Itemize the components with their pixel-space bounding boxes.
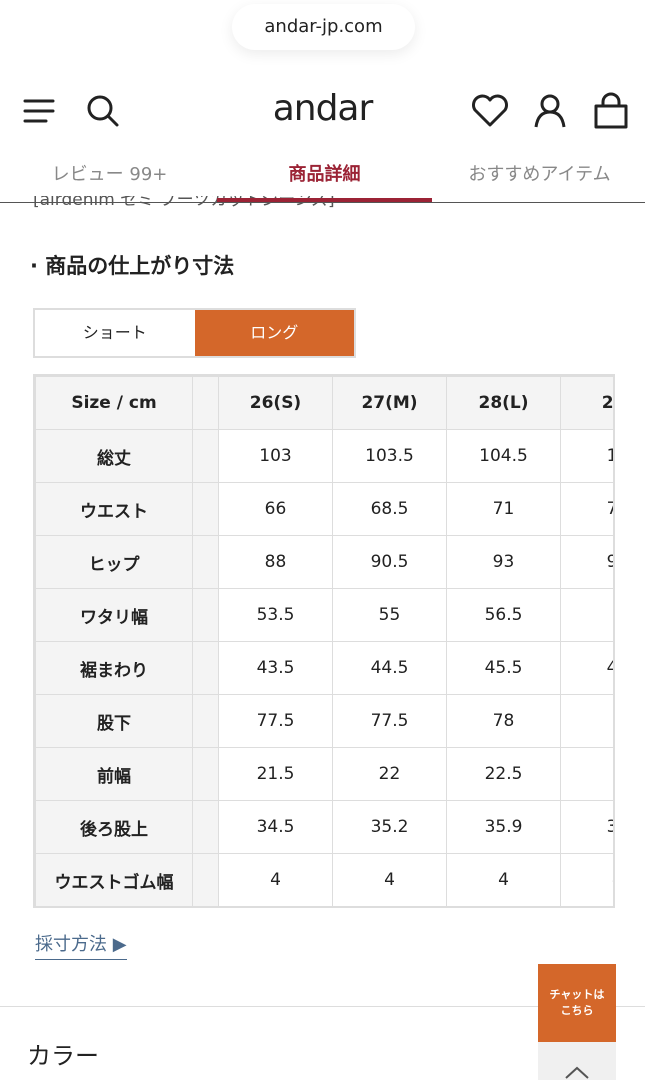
cell: 45.5 xyxy=(446,641,561,695)
cell: 103 xyxy=(218,429,333,483)
tab[interactable]: レビュー 99+ xyxy=(51,164,168,185)
cell: 34.5 xyxy=(218,800,333,854)
chat-text: こちら xyxy=(560,1004,594,1017)
cell: 35.9 xyxy=(446,800,561,854)
header-cell: 後ろ股上 xyxy=(35,800,193,854)
separator-cell xyxy=(192,853,219,906)
cell: 21.5 xyxy=(218,747,333,801)
cell: 68.5 xyxy=(332,482,447,536)
separator-cell xyxy=(192,588,219,642)
cell: 10 xyxy=(560,429,613,483)
cell: 55 xyxy=(332,588,447,642)
header-cell: 股下 xyxy=(35,694,193,748)
cell: 90.5 xyxy=(332,535,447,589)
header-cell: ヒップ xyxy=(35,535,193,589)
cell: 4 xyxy=(446,853,561,906)
cell: 4 xyxy=(560,853,613,906)
wishlist-icon[interactable] xyxy=(472,94,508,127)
header-cell: 総丈 xyxy=(35,429,193,483)
cell: 36 xyxy=(560,800,613,854)
header-cell: ウエスト xyxy=(35,482,193,536)
header-cell: 27(M) xyxy=(332,376,447,430)
header-cell: 28(L) xyxy=(446,376,561,430)
header-cell: 裾まわり xyxy=(35,641,193,695)
tab-underline xyxy=(217,198,432,202)
separator-cell xyxy=(192,641,219,695)
table-row: ウエストゴム幅4444 xyxy=(35,853,613,906)
header-cell: 26(S) xyxy=(218,376,333,430)
separator-cell xyxy=(192,482,219,536)
cell: 4 xyxy=(218,853,333,906)
divider xyxy=(0,1006,645,1007)
table-row: 裾まわり 43.544.545.546 xyxy=(35,641,613,695)
header-row: Size / cm 26(S)27(M)28(L)29( xyxy=(35,376,613,430)
separator-cell xyxy=(192,535,219,589)
url-bar[interactable]: andar-jp.com xyxy=(232,4,415,50)
tab[interactable]: おすすめアイテム xyxy=(468,164,611,185)
separator-cell xyxy=(192,376,219,430)
account-icon[interactable] xyxy=(534,94,566,128)
cell: 88 xyxy=(218,535,333,589)
toggle: ショート ロング xyxy=(33,308,356,358)
cell: 93 xyxy=(446,535,561,589)
up-arrow xyxy=(565,1066,589,1079)
header-cell: ウエストゴム幅 xyxy=(35,853,193,906)
cell: 78 xyxy=(446,694,561,748)
cart-icon[interactable] xyxy=(594,92,628,129)
cell: 53.5 xyxy=(218,588,333,642)
separator-cell xyxy=(192,429,219,483)
scroll-top[interactable] xyxy=(538,1042,616,1080)
header-cell: ワタリ幅 xyxy=(35,588,193,642)
logo[interactable]: andar xyxy=(272,88,374,129)
cell: 22.5 xyxy=(446,747,561,801)
cell: 73 xyxy=(560,482,613,536)
toggle-short[interactable]: ショート xyxy=(82,323,147,342)
cell: 71 xyxy=(446,482,561,536)
separator-cell xyxy=(192,747,219,801)
chat-text: チャットは xyxy=(549,988,605,1001)
menu-icon[interactable] xyxy=(23,99,55,123)
header-left-icons xyxy=(23,95,119,127)
cell: 77.5 xyxy=(218,694,333,748)
cell: 4 xyxy=(332,853,447,906)
cell: 5 xyxy=(560,588,613,642)
cell: 66 xyxy=(218,482,333,536)
header-cell: Size / cm xyxy=(35,376,193,430)
cell: 7 xyxy=(560,694,613,748)
cell: 35.2 xyxy=(332,800,447,854)
header-right-icons xyxy=(472,92,628,129)
color-heading: カラー xyxy=(27,1042,99,1070)
table-row: 後ろ股上 34.535.235.936 xyxy=(35,800,613,854)
cell: 43.5 xyxy=(218,641,333,695)
header-cell: 前幅 xyxy=(35,747,193,801)
toggle-long[interactable]: ロング xyxy=(194,310,354,356)
cell: 46 xyxy=(560,641,613,695)
tab-active[interactable]: 商品詳細 xyxy=(288,164,361,185)
search-icon[interactable] xyxy=(87,95,119,127)
cell: 77.5 xyxy=(332,694,447,748)
separator-cell xyxy=(192,800,219,854)
header-cell: 29( xyxy=(560,376,613,430)
cell: 44.5 xyxy=(332,641,447,695)
cell: 22 xyxy=(332,747,447,801)
separator-cell xyxy=(192,694,219,748)
cell: 103.5 xyxy=(332,429,447,483)
cell: 2 xyxy=(560,747,613,801)
cell: 104.5 xyxy=(446,429,561,483)
size-table-wrap: Size / cm26(S)27(M)28(L)29(総丈103103.5104… xyxy=(33,374,615,908)
section-title: · 商品の仕上がり寸法 xyxy=(30,254,235,278)
cell: 56.5 xyxy=(446,588,561,642)
size-table: Size / cm26(S)27(M)28(L)29(総丈103103.5104… xyxy=(35,376,613,906)
tab-rule xyxy=(0,202,645,203)
cell: 95 xyxy=(560,535,613,589)
measure-link[interactable]: 採寸方法 ▶ xyxy=(35,930,127,960)
chat-button[interactable]: チャットは こちら xyxy=(538,964,616,1042)
